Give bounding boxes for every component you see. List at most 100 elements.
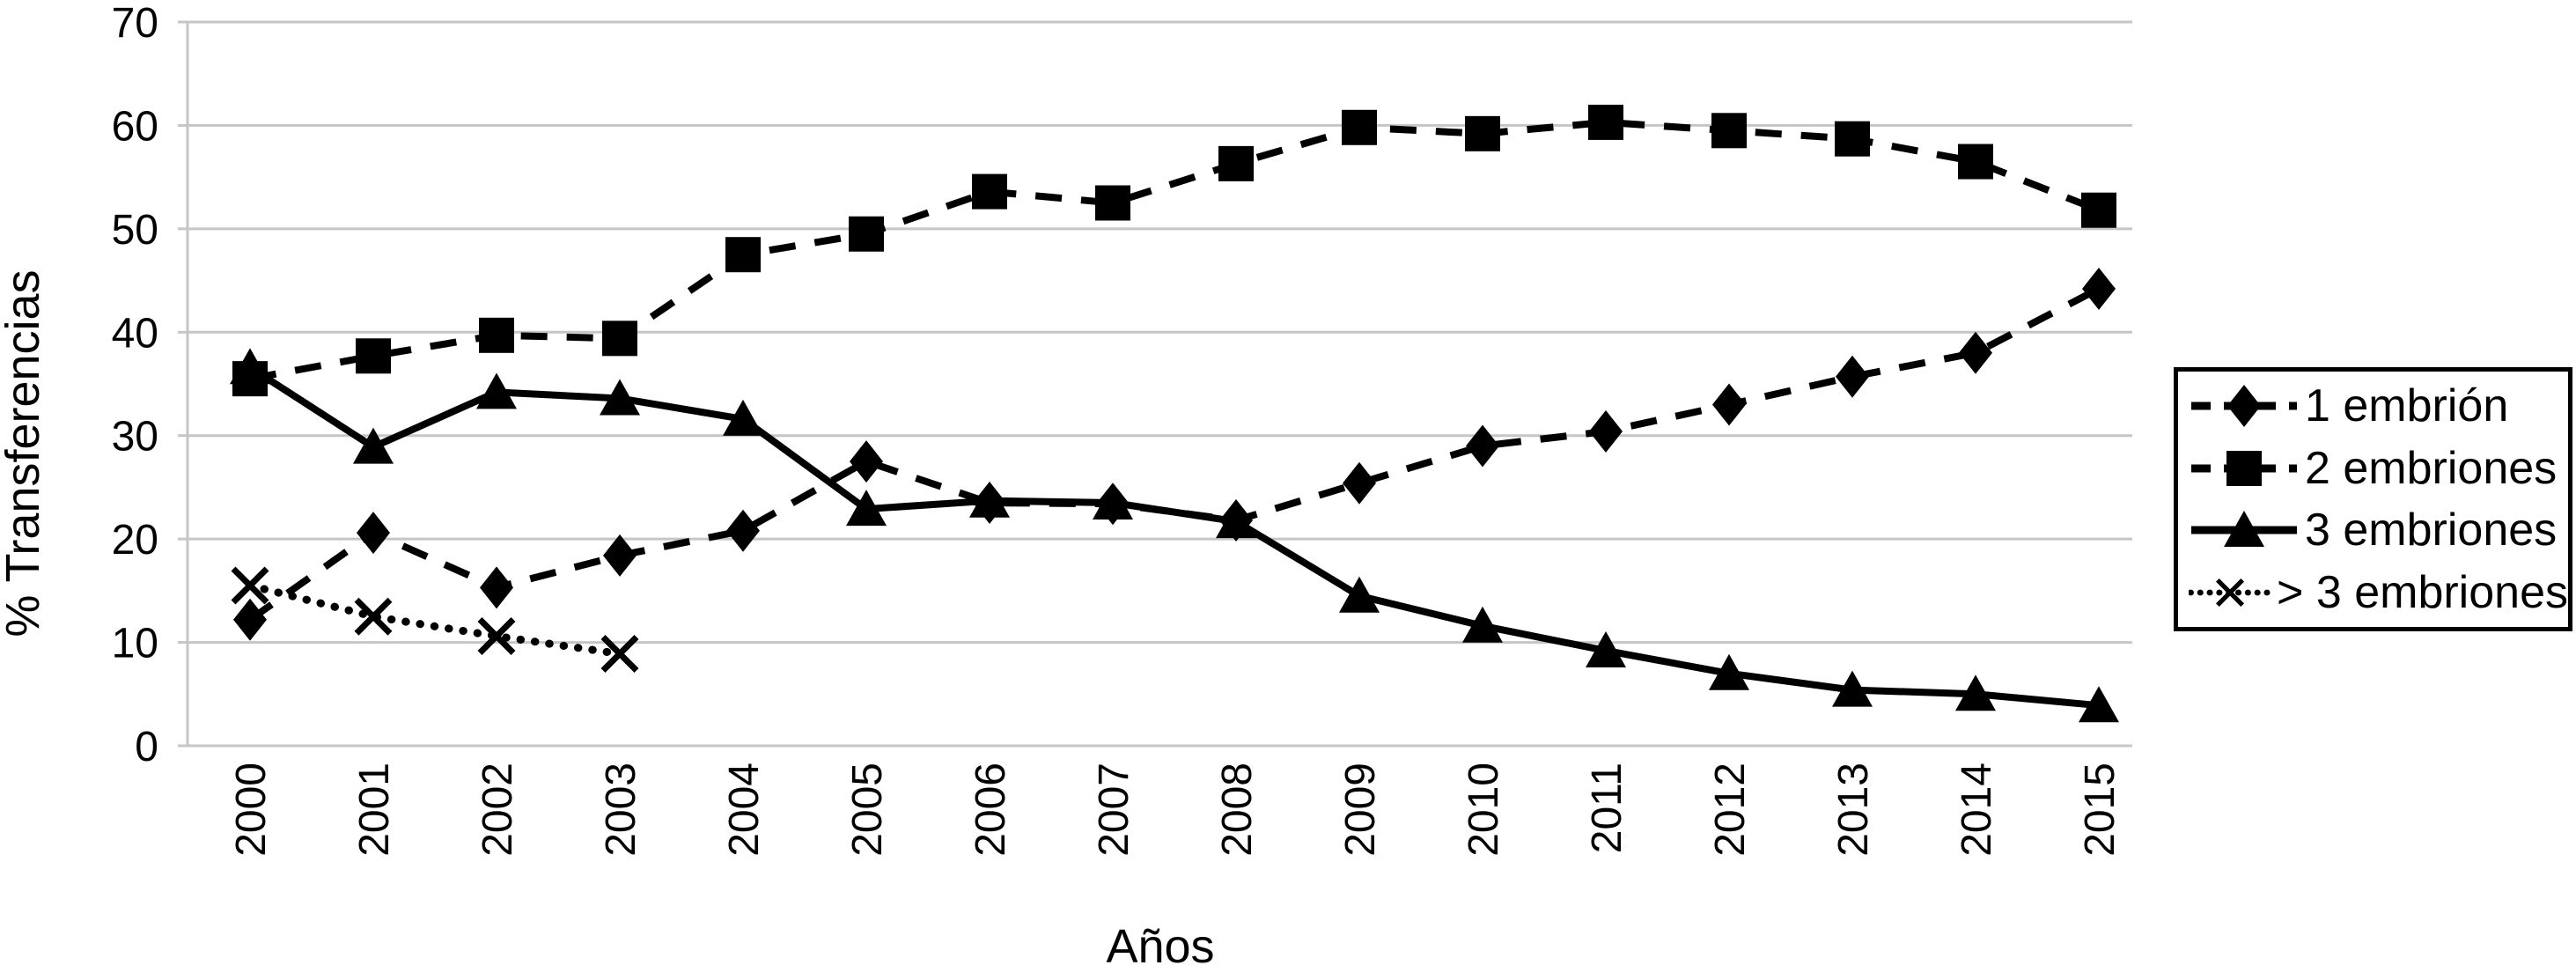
square-marker [972, 173, 1007, 210]
square-marker [1342, 109, 1377, 145]
square-marker [1218, 145, 1254, 181]
square-marker [1095, 185, 1130, 221]
legend-item-1-embrion: 1 embrión [2189, 377, 2568, 435]
x-tick-label: 2006 [968, 763, 1014, 857]
y-tick-label: 50 [112, 207, 158, 254]
legend-label: 1 embrión [2305, 380, 2509, 432]
triangle-marker [1216, 502, 1256, 539]
x-tick-label: 2015 [2077, 763, 2123, 857]
diamond-marker [1343, 461, 1376, 505]
square-marker [602, 321, 637, 357]
x-marker [600, 635, 639, 673]
diamond-marker [1466, 424, 1499, 468]
y-tick-label: 70 [112, 0, 158, 47]
x-axis-title: Años [1106, 920, 1214, 973]
square-marker [1588, 104, 1623, 140]
triangle-marker [1586, 630, 1626, 667]
triangle-marker [723, 399, 763, 436]
x-tick-label: 2013 [1830, 763, 1877, 857]
x-tick-label: 2010 [1461, 763, 1507, 857]
triangle-marker [1955, 674, 1996, 711]
x-tick-label: 2004 [721, 763, 768, 857]
series-layer [230, 104, 2119, 723]
triangle-marker [230, 348, 270, 385]
x-tick-label: 2003 [598, 763, 644, 857]
triangle-marker [1339, 576, 1380, 613]
x-dotted-line-icon [2189, 578, 2272, 607]
triangle-marker [476, 372, 517, 409]
legend-item-3-embriones: 3 embriones [2189, 501, 2568, 559]
triangle-marker [2224, 511, 2264, 548]
x-tick-label: 2001 [351, 763, 398, 857]
square-marker [725, 237, 761, 273]
y-tick-label: 40 [112, 310, 158, 357]
legend-item-2-embriones: 2 embriones [2189, 439, 2568, 497]
square-marker [2226, 450, 2262, 486]
diamond-marker [1959, 331, 1992, 374]
x-marker [354, 597, 393, 636]
square-marker [2081, 192, 2116, 228]
diamond-marker [480, 566, 513, 609]
series-line [247, 285, 2101, 623]
triangle-solid-line-icon [2191, 511, 2297, 548]
x-tick-label: 2002 [475, 763, 521, 857]
triangle-marker [353, 427, 394, 464]
diamond-marker [357, 512, 390, 555]
diamond-marker [1836, 355, 1869, 398]
diamond-marker [1589, 410, 1623, 453]
diamond-marker [1712, 383, 1746, 426]
y-tick-label: 0 [135, 724, 158, 770]
y-tick-label: 10 [112, 621, 158, 667]
triangle-marker [1709, 653, 1749, 690]
x-marker [231, 566, 269, 605]
series-line [249, 118, 2101, 383]
x-tick-label: 2012 [1707, 763, 1754, 857]
legend: 1 embrión 2 embriones 3 embriones > 3 em… [2174, 367, 2572, 631]
square-marker [479, 317, 514, 353]
triangle-marker [1093, 483, 1133, 520]
series-line [247, 364, 2100, 710]
triangle-marker [846, 490, 887, 527]
square-marker [1835, 121, 1870, 157]
y-tick-label: 60 [112, 103, 158, 150]
x-tick-label: 2014 [1954, 763, 2000, 857]
y-axis: 0 10 20 30 40 50 60 70 [112, 0, 189, 770]
x-tick-label: 2009 [1337, 763, 1384, 857]
legend-item-more-than-3-embriones: > 3 embriones [2189, 564, 2568, 622]
x-tick-label: 2005 [844, 763, 891, 857]
diamond-dashed-line-icon [2191, 385, 2297, 428]
triangle-marker [1832, 670, 1873, 707]
diamond-marker [726, 509, 760, 552]
legend-label: > 3 embriones [2277, 566, 2568, 618]
x-tick-label: 2008 [1214, 763, 1261, 857]
square-marker [1958, 144, 1993, 180]
x-marker [477, 617, 516, 656]
y-axis-title: % Transferencias [0, 269, 49, 637]
square-marker [356, 338, 391, 374]
x-marker [2215, 578, 2245, 607]
diamond-marker [2082, 267, 2116, 310]
triangle-marker [969, 481, 1010, 518]
triangle-marker [600, 379, 640, 416]
x-axis: 2000 2001 2002 2003 2004 2005 2006 2007 2008 2009… [228, 763, 2123, 857]
diamond-marker [2227, 385, 2261, 428]
legend-label: 2 embriones [2305, 442, 2558, 494]
x-tick-label: 2000 [228, 763, 275, 857]
square-dashed-line-icon [2191, 450, 2297, 486]
diamond-marker [233, 598, 267, 641]
x-tick-label: 2011 [1584, 763, 1630, 853]
square-marker [1465, 115, 1500, 151]
y-tick-label: 30 [112, 414, 158, 461]
x-tick-label: 2007 [1091, 763, 1137, 857]
square-marker [1711, 113, 1747, 149]
diamond-marker [850, 440, 883, 483]
square-marker [849, 216, 884, 252]
triangle-marker [1462, 606, 1503, 643]
y-tick-label: 20 [112, 517, 158, 564]
diamond-marker [603, 534, 637, 577]
legend-label: 3 embriones [2305, 505, 2558, 556]
triangle-marker [2079, 686, 2119, 723]
series-line [246, 581, 624, 658]
